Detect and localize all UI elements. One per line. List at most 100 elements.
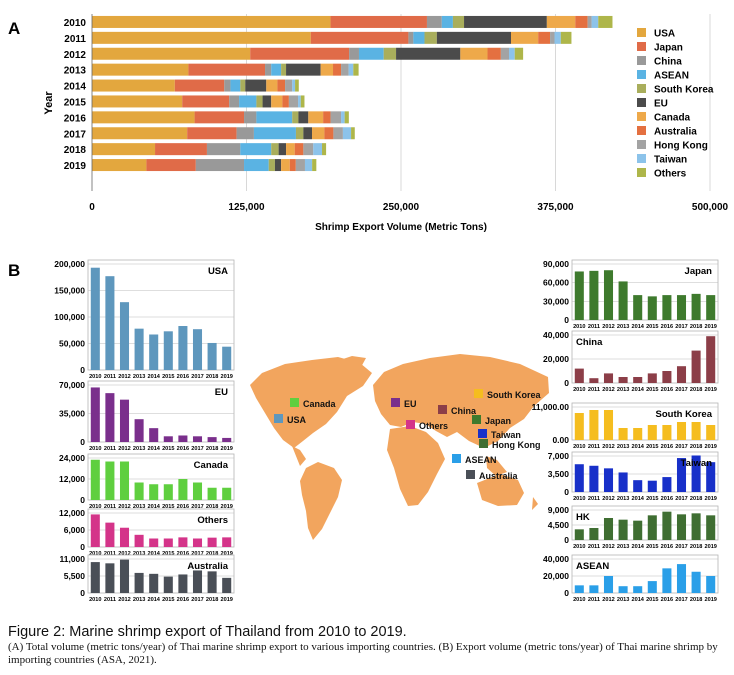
panel-label-b: B — [8, 261, 20, 280]
mini-x-tick-label: 2013 — [133, 597, 145, 603]
mini-bar-others-2013 — [134, 534, 144, 547]
mini-bar-usa-2013 — [134, 328, 144, 370]
bar-segment-eu-2013 — [286, 63, 321, 76]
mini-x-tick-label: 2012 — [602, 496, 614, 502]
mini-chart-title: ASEAN — [576, 561, 609, 572]
y-tick-label: 2016 — [64, 113, 87, 124]
mini-bar-eu-2016 — [178, 435, 188, 442]
bar-segment-hong-kong-2016 — [330, 111, 342, 124]
mini-x-tick-label: 2019 — [704, 324, 716, 330]
mini-x-tick-label: 2010 — [573, 387, 585, 393]
mini-chart-title: EU — [215, 387, 228, 398]
mini-x-tick-label: 2015 — [162, 551, 174, 557]
mini-x-tick-label: 2013 — [617, 496, 629, 502]
bar-segment-australia-2014 — [277, 79, 286, 92]
mini-bar-south-korea-2012 — [603, 410, 614, 440]
mini-bar-japan-2015 — [647, 296, 657, 320]
bar-segment-china-2010 — [426, 15, 442, 28]
stacked-bar-chart: 2010 2011 2012 2013 2014 2015 2016 2017 2018 2019… — [43, 14, 729, 233]
bar-segment-usa-2017 — [92, 127, 188, 140]
mini-bar-japan-2010 — [574, 271, 584, 320]
mini-x-tick-label: 2016 — [177, 597, 189, 603]
mini-chart-title: Canada — [194, 460, 229, 471]
mini-x-tick-label: 2014 — [631, 544, 644, 550]
map-marker-asean — [452, 454, 461, 463]
bar-segment-canada-2018 — [286, 143, 295, 156]
map-label: EU — [404, 399, 417, 409]
mini-x-tick-label: 2015 — [162, 504, 174, 510]
mini-chart-title: Taiwan — [681, 458, 713, 469]
mini-bar-australia-2016 — [178, 574, 188, 593]
legend: USA Japan China ASEAN South Korea EU Canada Aus… — [637, 28, 714, 180]
mini-bar-south-korea-2013 — [618, 428, 628, 440]
bar-segment-hong-kong-2012 — [500, 47, 510, 60]
mini-chart-title: Japan — [685, 266, 713, 277]
mini-x-tick-label: 2019 — [220, 374, 232, 380]
bar-segment-taiwan-2014 — [292, 79, 296, 92]
bar-segment-usa-2013 — [92, 63, 189, 76]
bar-segment-taiwan-2016 — [341, 111, 345, 124]
mini-y-tick-label: 200,000 — [54, 259, 85, 269]
bar-segment-others-2019 — [312, 159, 317, 172]
bar-segment-china-2018 — [206, 143, 241, 156]
mini-y-tick-label: 5,500 — [64, 571, 86, 581]
mini-x-tick-label: 2017 — [675, 444, 687, 450]
mini-x-tick-label: 2016 — [177, 374, 189, 380]
mini-x-tick-label: 2013 — [133, 374, 145, 380]
mini-bar-hk-2010 — [574, 529, 584, 540]
mini-chart-others: 0 6,000 12,000 2010 2011 2012 2013 2014 2015 2016… — [59, 508, 235, 557]
mini-x-tick-label: 2017 — [191, 504, 203, 510]
mini-x-tick-label: 2011 — [588, 387, 600, 393]
mini-bar-south-korea-2014 — [633, 428, 643, 440]
bar-segment-japan-2017 — [187, 127, 237, 140]
mini-bar-south-korea-2010 — [574, 413, 584, 440]
mini-bar-asean-2012 — [603, 576, 614, 593]
bar-segment-japan-2014 — [174, 79, 225, 92]
mini-x-tick-label: 2014 — [631, 496, 644, 502]
mini-x-tick-label: 2012 — [602, 597, 614, 603]
mini-bar-asean-2014 — [633, 586, 643, 593]
mini-x-tick-label: 2015 — [162, 374, 174, 380]
mini-x-tick-label: 2019 — [704, 597, 716, 603]
y-tick-label: 2015 — [64, 97, 87, 108]
map-marker-eu — [391, 398, 400, 407]
mini-x-tick-label: 2018 — [690, 324, 702, 330]
mini-chart-title: Others — [197, 515, 228, 526]
mini-x-tick-label: 2014 — [147, 504, 160, 510]
mini-x-tick-label: 2018 — [690, 597, 702, 603]
mini-bar-taiwan-2010 — [574, 464, 584, 492]
mini-bar-hk-2016 — [662, 511, 672, 540]
bar-segment-hong-kong-2018 — [303, 143, 314, 156]
mini-bar-hk-2014 — [633, 520, 643, 540]
mini-x-tick-label: 2012 — [118, 504, 130, 510]
legend-label: USA — [654, 29, 675, 40]
bar-segment-others-2010 — [598, 15, 613, 28]
mini-bar-japan-2013 — [618, 281, 628, 320]
mini-bar-hk-2011 — [589, 528, 599, 540]
mini-x-tick-label: 2016 — [661, 324, 673, 330]
mini-bar-japan-2014 — [633, 295, 643, 320]
bar-segment-australia-2012 — [487, 47, 501, 60]
y-tick-label: 2014 — [64, 82, 87, 93]
bar-segment-canada-2013 — [320, 63, 334, 76]
mini-y-tick-label: 9,000 — [548, 505, 570, 515]
mini-x-tick-label: 2016 — [661, 544, 673, 550]
bar-segment-usa-2019 — [92, 159, 147, 172]
mini-bar-south-korea-2011 — [589, 410, 599, 440]
bar-segment-eu-2017 — [303, 127, 313, 140]
mini-bar-japan-2012 — [603, 270, 614, 320]
y-axis-title: Year — [43, 91, 55, 115]
bar-segment-eu-2016 — [298, 111, 309, 124]
mini-bar-canada-2012 — [119, 461, 130, 500]
map-marker-others — [406, 420, 415, 429]
mini-bar-taiwan-2018 — [691, 455, 701, 492]
legend-swatch-south-korea — [637, 84, 646, 93]
mini-chart-title: South Korea — [656, 409, 713, 420]
mini-y-tick-label: 4,500 — [548, 520, 570, 530]
mini-x-tick-label: 2015 — [646, 496, 658, 502]
mini-y-tick-label: 0 — [564, 535, 569, 545]
mini-x-tick-label: 2017 — [191, 446, 203, 452]
